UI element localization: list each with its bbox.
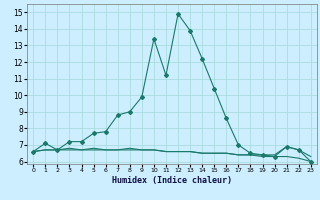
X-axis label: Humidex (Indice chaleur): Humidex (Indice chaleur): [112, 176, 232, 185]
